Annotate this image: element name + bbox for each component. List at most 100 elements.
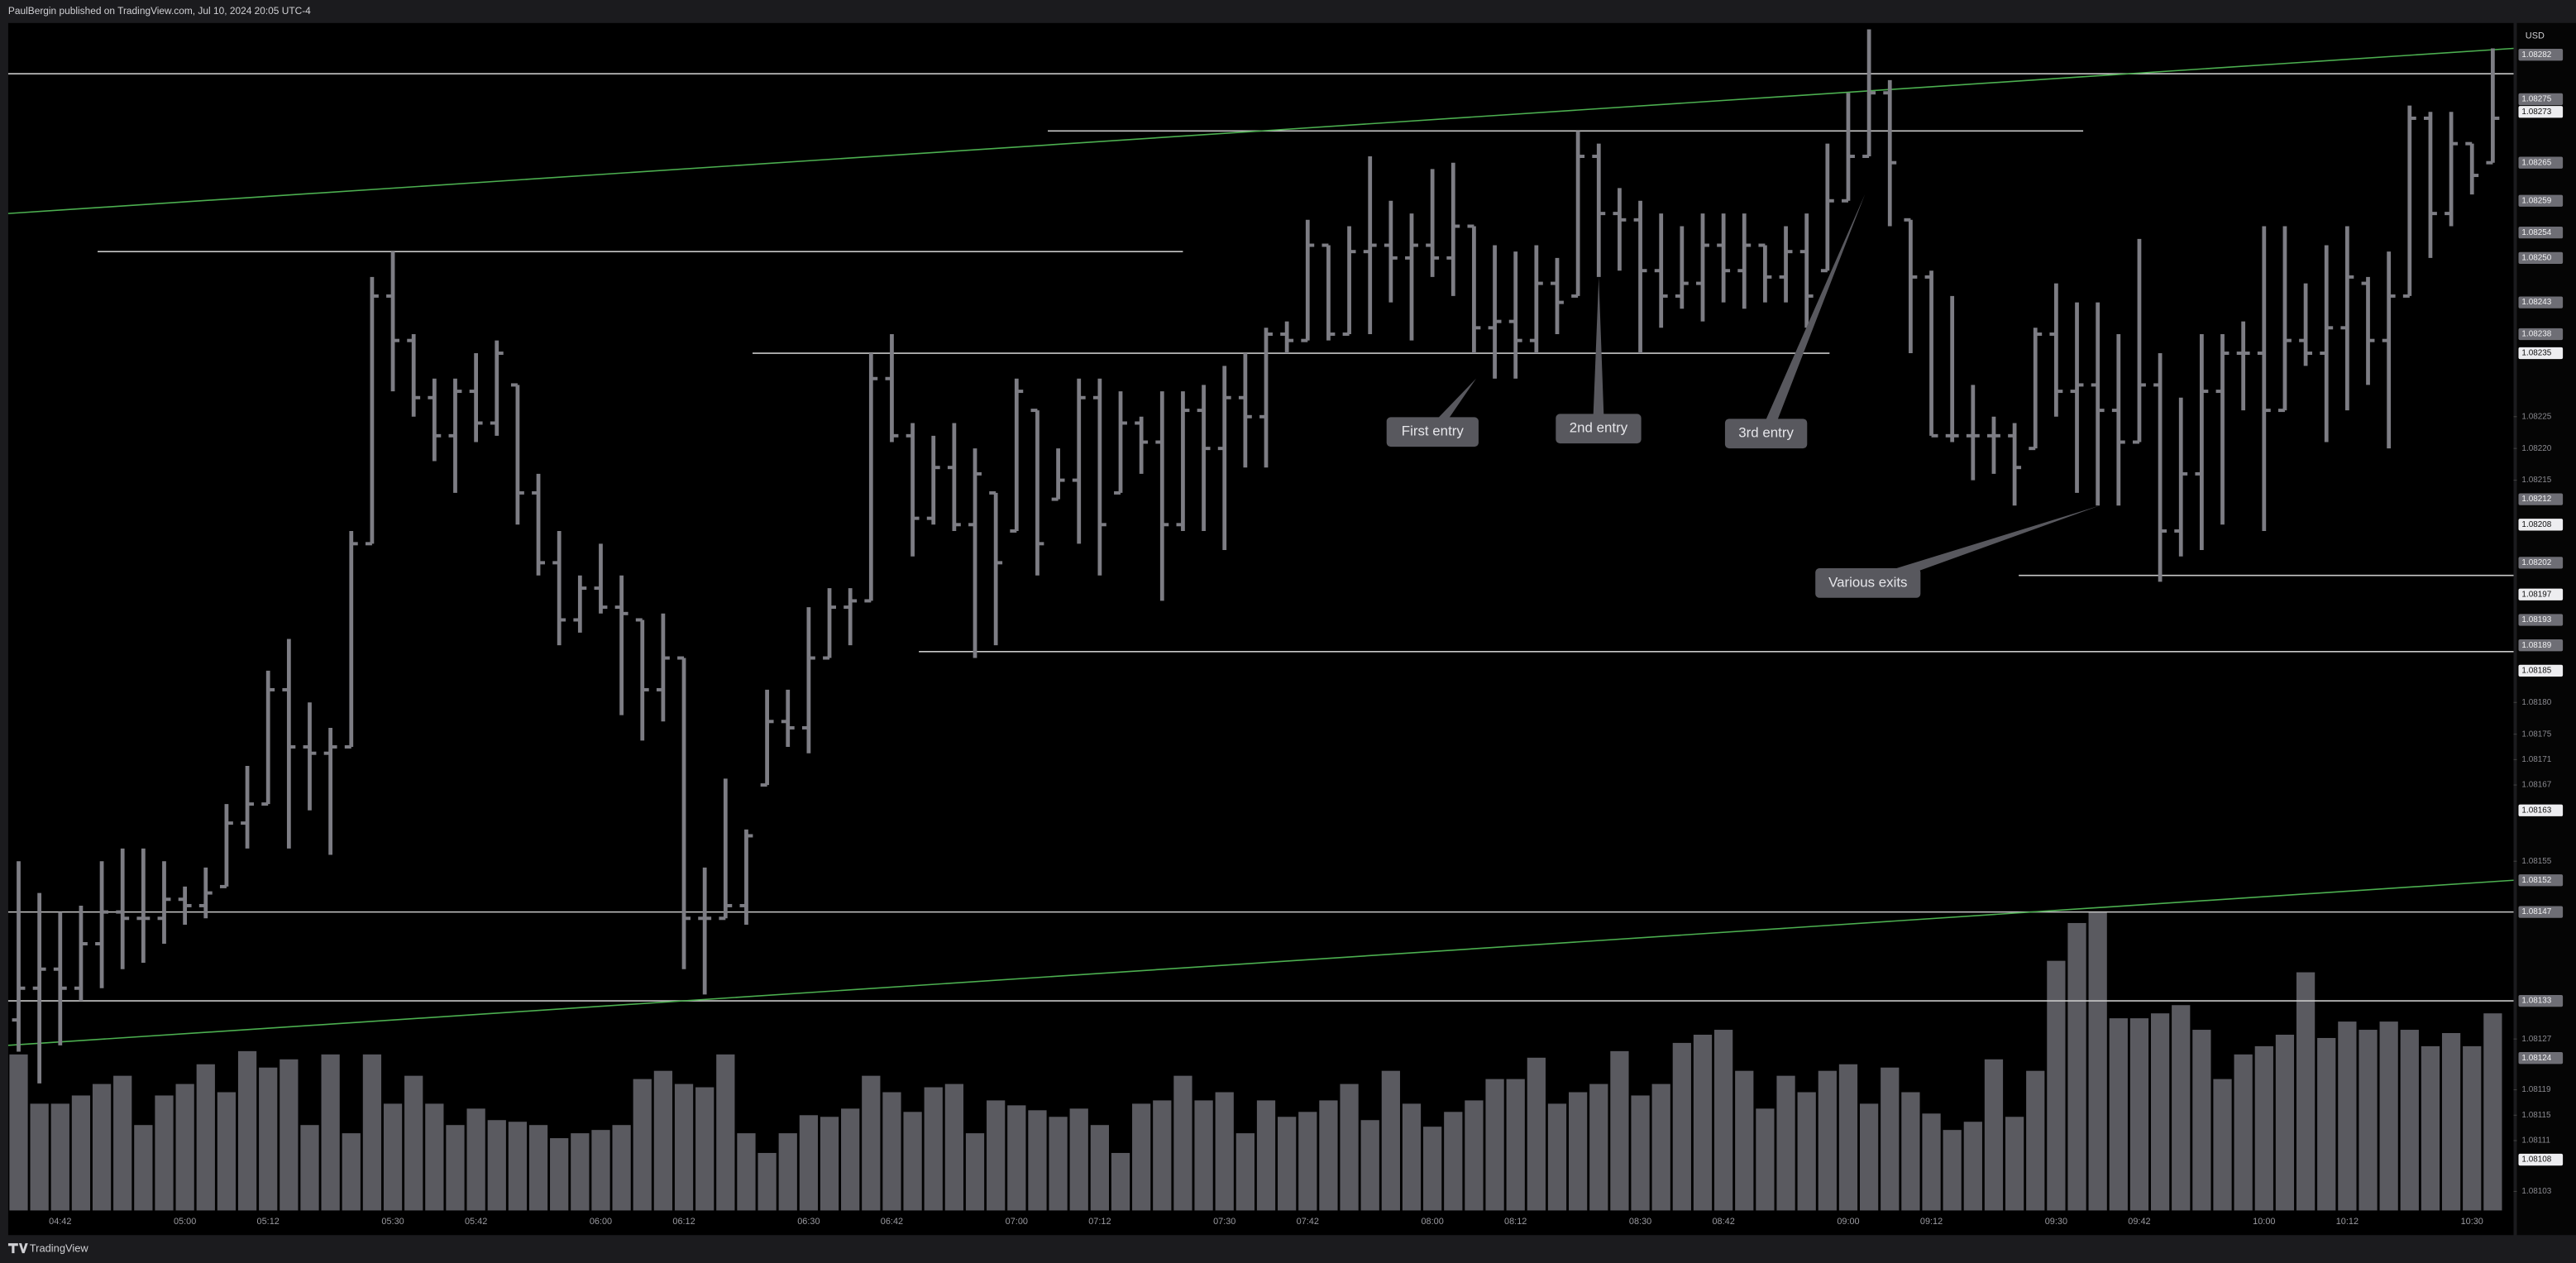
volume-bar: [2109, 1018, 2128, 1211]
volume-bar: [1713, 1030, 1733, 1211]
volume-bar: [1423, 1127, 1442, 1211]
volume-bar: [1735, 1070, 1754, 1211]
volume-bar: [2172, 1005, 2191, 1211]
volume-bar: [1256, 1100, 1276, 1211]
volume-bar: [1028, 1110, 1047, 1211]
y-tick-label: 1.08155: [2521, 857, 2551, 866]
x-tick-label: 05:42: [465, 1217, 487, 1227]
price-label: 1.08275: [2521, 95, 2551, 104]
y-tick-label: 1.08171: [2521, 755, 2551, 764]
volume-bar: [1485, 1079, 1504, 1211]
volume-bar: [1631, 1095, 1650, 1211]
volume-bar: [1506, 1079, 1525, 1211]
annotation-box: [1724, 419, 1808, 449]
y-tick-label: 1.08103: [2521, 1187, 2551, 1196]
volume-bar: [528, 1125, 548, 1211]
price-label: 1.08133: [2521, 997, 2551, 1006]
volume-bar: [1547, 1103, 1567, 1211]
price-label: 1.08238: [2521, 330, 2551, 339]
x-tick-label: 09:00: [1837, 1217, 1859, 1227]
volume-bar: [2254, 1045, 2273, 1211]
x-tick-label: 07:42: [1297, 1217, 1319, 1227]
volume-bar: [799, 1115, 819, 1211]
x-tick-label: 06:12: [672, 1217, 695, 1227]
volume-bar: [92, 1084, 112, 1211]
annotation-text: 2nd entry: [1570, 420, 1628, 436]
price-label-box: [2518, 328, 2564, 341]
x-tick-label: 05:12: [257, 1217, 280, 1227]
price-label-box: [2518, 493, 2564, 505]
trend-line: [7, 879, 2514, 1046]
volume-bar: [1901, 1092, 1920, 1211]
price-label-box: [2518, 557, 2564, 569]
highlight-label-box: [2518, 664, 2564, 677]
volume-bar: [155, 1095, 174, 1211]
highlight-label-box: [2518, 519, 2564, 531]
volume-bar: [1527, 1057, 1546, 1211]
volume-bar: [1153, 1100, 1172, 1211]
volume-bar: [1235, 1133, 1255, 1211]
volume-bar: [1465, 1100, 1484, 1211]
volume-bar: [612, 1125, 631, 1211]
volume-bar: [2296, 972, 2316, 1211]
volume-bar: [841, 1108, 860, 1211]
volume-bar: [1963, 1122, 1982, 1211]
highlight-label: 1.08235: [2521, 349, 2551, 358]
volume-bar: [1672, 1042, 1691, 1211]
highlight-label-box: [2518, 1153, 2564, 1166]
price-label-box: [2518, 156, 2564, 169]
price-axis: [2516, 22, 2576, 1236]
volume-bar: [1340, 1084, 1359, 1211]
volume-bar: [1111, 1152, 1130, 1211]
volume-bar: [2234, 1054, 2253, 1211]
volume-bar: [1194, 1100, 1213, 1211]
logo: [7, 1243, 28, 1254]
volume-bar: [1589, 1084, 1608, 1211]
price-label-box: [2518, 296, 2564, 309]
price-label-box: [2518, 614, 2564, 626]
x-tick-label: 05:00: [174, 1217, 196, 1227]
highlight-label: 1.08185: [2521, 667, 2551, 676]
volume-bar: [1007, 1105, 1026, 1211]
volume-bar: [1569, 1092, 1588, 1211]
volume-bar: [487, 1120, 506, 1211]
price-label-box: [2518, 227, 2564, 239]
volume-bar: [280, 1059, 299, 1211]
volume-bar: [237, 1050, 257, 1211]
volume-bar: [716, 1054, 735, 1211]
volume-bar: [30, 1103, 49, 1211]
volume-bar: [653, 1070, 673, 1211]
volume-bar: [2441, 1033, 2461, 1211]
volume-bar: [466, 1108, 485, 1211]
volume-bar: [1444, 1112, 1463, 1211]
y-tick-label: 1.08220: [2521, 444, 2551, 453]
highlight-label-box: [2518, 347, 2564, 360]
volume-bar: [2379, 1021, 2398, 1211]
price-label: 1.08124: [2521, 1054, 2551, 1063]
volume-bar: [1756, 1108, 1775, 1211]
volume-bar: [2005, 1117, 2024, 1211]
price-label: 1.08265: [2521, 158, 2551, 167]
volume-bar: [446, 1125, 465, 1211]
volume-bar: [1173, 1075, 1192, 1211]
volume-bar: [903, 1112, 922, 1211]
y-tick-label: 1.08127: [2521, 1035, 2551, 1044]
price-label: 1.08212: [2521, 495, 2551, 504]
x-tick-label: 07:12: [1088, 1217, 1111, 1227]
volume-bar: [1278, 1117, 1297, 1211]
volume-bar: [342, 1133, 361, 1211]
volume-bar: [2483, 1013, 2502, 1211]
x-tick-label: 07:00: [1006, 1217, 1028, 1227]
x-tick-label: 10:30: [2461, 1217, 2483, 1227]
price-label: 1.08152: [2521, 876, 2551, 885]
volume-bar: [196, 1064, 215, 1211]
x-tick-label: 08:12: [1504, 1217, 1527, 1227]
price-label: 1.08259: [2521, 196, 2551, 205]
volume-bar: [1132, 1103, 1151, 1211]
price-label-box: [2518, 1052, 2564, 1064]
volume-bar: [50, 1103, 69, 1211]
volume-bar: [737, 1133, 756, 1211]
volume-bar: [1090, 1125, 1109, 1211]
volume-bar: [2421, 1045, 2440, 1211]
volume-bar: [882, 1092, 901, 1211]
